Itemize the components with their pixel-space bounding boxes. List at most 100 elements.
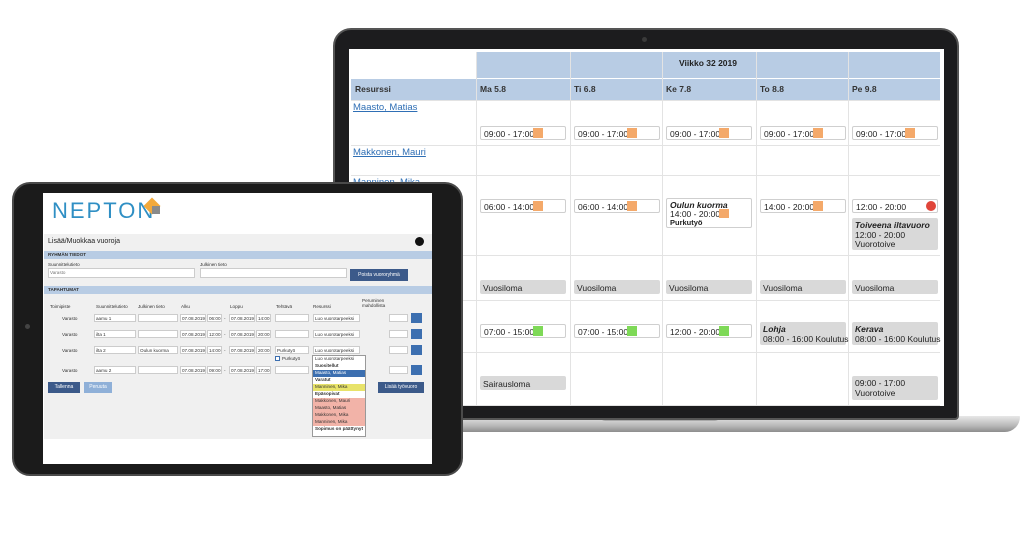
dropdown-item[interactable]: Luo vuorotarpeeksi: [315, 356, 355, 361]
dropdown-item[interactable]: Epäsopivat: [315, 391, 340, 396]
save-button[interactable]: Tallenna: [48, 382, 80, 393]
text-input[interactable]: [94, 330, 136, 338]
text-input[interactable]: [229, 314, 255, 322]
text-input[interactable]: [389, 346, 408, 354]
delete-button[interactable]: Poista vuororyhmä: [350, 269, 408, 281]
dropdown-item[interactable]: Maasto, Matias: [313, 405, 365, 412]
text-input[interactable]: [94, 314, 136, 322]
text-input[interactable]: [180, 346, 206, 354]
dropdown-item[interactable]: Makkonen, Mauri: [313, 398, 365, 405]
row-divider: [351, 405, 940, 406]
remove-button[interactable]: [411, 345, 422, 355]
text-input[interactable]: [256, 366, 271, 374]
resource-select[interactable]: [313, 330, 360, 338]
shift-time: 09:00 - 17:00: [578, 129, 629, 139]
task-select[interactable]: [275, 330, 309, 338]
laptop-base: [300, 416, 1020, 432]
text-input[interactable]: [48, 268, 195, 278]
shift-box: [574, 324, 660, 338]
shift-box: [760, 199, 846, 213]
text-input[interactable]: [256, 314, 271, 322]
resource-link[interactable]: Maasto, Matias: [353, 102, 418, 113]
input-value: 12:00: [209, 331, 221, 337]
dropdown-item[interactable]: Sopimus on päättynyt: [315, 426, 363, 431]
remove-button[interactable]: [411, 313, 422, 323]
text-input[interactable]: [229, 366, 255, 374]
shift-color: [533, 201, 543, 211]
shift-color: [813, 201, 823, 211]
row-divider: [351, 175, 940, 176]
remove-button[interactable]: [411, 365, 422, 375]
close-button[interactable]: [415, 237, 424, 246]
text-input[interactable]: [200, 268, 347, 278]
text-input[interactable]: [207, 330, 222, 338]
text-input[interactable]: [229, 330, 255, 338]
dropdown-item[interactable]: Suositellut: [315, 363, 339, 368]
column-header: Ti 6.8: [574, 84, 596, 94]
text-input[interactable]: [180, 366, 206, 374]
input-value: Luo vuorotarpeeksi: [315, 331, 355, 337]
input-value: 07.08.2019: [182, 367, 205, 373]
training-place: Kerava: [855, 324, 884, 334]
text-input[interactable]: [256, 330, 271, 338]
column-header: Resurssi: [355, 84, 391, 94]
task-select[interactable]: [275, 366, 309, 374]
resource-link[interactable]: Makkonen, Mauri: [353, 147, 426, 158]
text-input[interactable]: [389, 366, 408, 374]
input-value: Luo vuorotarpeeksi: [315, 315, 355, 321]
resource-select[interactable]: [313, 314, 360, 322]
text-input[interactable]: [94, 346, 136, 354]
training-detail: 08:00 - 16:00 Koulutus: [855, 334, 941, 344]
text-input[interactable]: [207, 314, 222, 322]
text-input[interactable]: [138, 366, 178, 374]
shift-time: 09:00 - 17:00: [856, 129, 907, 139]
text-input[interactable]: [256, 346, 271, 354]
dropdown-item[interactable]: Manninen, Mika: [313, 384, 365, 391]
text-input[interactable]: [229, 346, 255, 354]
wish-time: 09:00 - 17:00: [855, 378, 906, 388]
shift-box: [760, 126, 846, 140]
shift-time: 07:00 - 15:00: [578, 327, 629, 337]
row-divider: [351, 300, 940, 301]
grey-box: [760, 322, 846, 345]
task-select[interactable]: [275, 346, 309, 354]
camera: [642, 37, 647, 42]
text-input[interactable]: [207, 346, 222, 354]
range-separator: -: [224, 316, 226, 321]
cancel-button[interactable]: Peruuta: [84, 382, 112, 393]
text-input[interactable]: [207, 366, 222, 374]
header-row: [351, 78, 940, 100]
input-value: 07.08.2019: [231, 347, 254, 353]
text-input[interactable]: [389, 330, 408, 338]
section-title: TAPAHTUMAT: [48, 287, 79, 292]
shift-color: [627, 128, 637, 138]
shift-time: 12:00 - 20:00: [670, 327, 721, 337]
resource-select[interactable]: [313, 346, 360, 354]
text-input[interactable]: [94, 366, 136, 374]
column-header: Peruminen mahdollista: [362, 298, 386, 308]
add-button[interactable]: Lisää työvuoro: [378, 382, 424, 393]
task-select[interactable]: [275, 314, 309, 322]
location: Varasto: [62, 332, 78, 337]
text-input[interactable]: [138, 330, 178, 338]
dropdown-item[interactable]: Varatut: [315, 377, 331, 382]
column-divider: [570, 52, 571, 405]
text-input[interactable]: [389, 314, 408, 322]
shift-color: [905, 128, 915, 138]
text-input[interactable]: [138, 314, 178, 322]
text-input[interactable]: [180, 330, 206, 338]
text-input[interactable]: [180, 314, 206, 322]
column-header: Julkinen tieto: [138, 304, 165, 309]
dropdown-item[interactable]: Maasto, Matias: [313, 370, 365, 377]
input-value: 07.08.2019: [182, 315, 205, 321]
shift-box: [852, 199, 938, 213]
shift-box: [666, 126, 752, 140]
dropdown-item[interactable]: Makkonen, Mika: [313, 412, 365, 419]
section-bar: [44, 286, 432, 294]
tablet-button: [25, 324, 30, 329]
column-header: To 8.8: [760, 84, 784, 94]
checkbox[interactable]: [275, 356, 280, 361]
dropdown-item[interactable]: Manninen, Mika: [313, 419, 365, 426]
text-input[interactable]: [138, 346, 178, 354]
remove-button[interactable]: [411, 329, 422, 339]
